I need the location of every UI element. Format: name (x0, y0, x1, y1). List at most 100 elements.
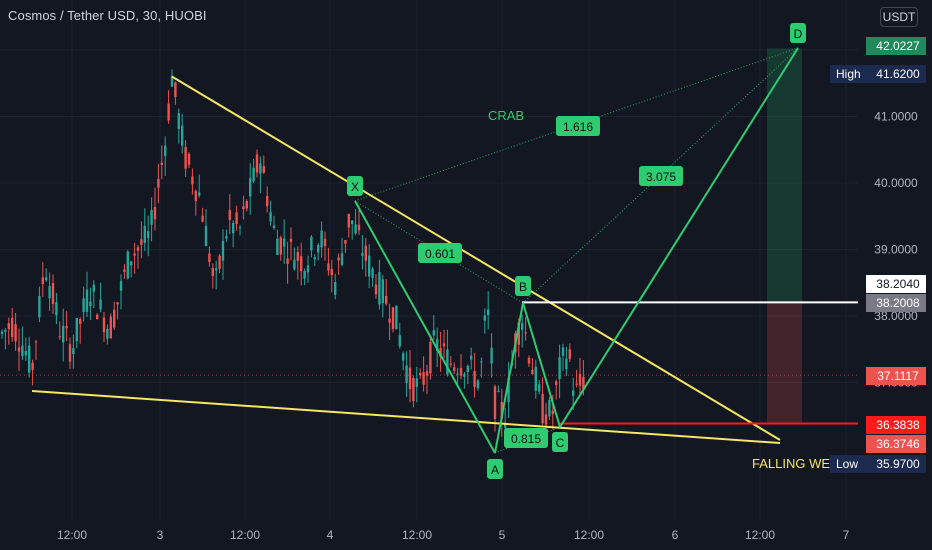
price-labels: 42.0227 High 41.6200 38.2040 38.2008 37.1117 3… (830, 37, 926, 473)
price-label-caption: High (836, 67, 861, 81)
candle-body (153, 207, 157, 220)
candle-body (371, 268, 374, 279)
candle (17, 328, 21, 371)
candle-body (582, 376, 585, 390)
candle (368, 244, 371, 289)
candle (347, 213, 350, 238)
candle (344, 240, 347, 253)
candle-body (269, 212, 272, 222)
candle (126, 249, 129, 280)
candle (116, 302, 119, 320)
price-label-caption: Low (836, 457, 858, 471)
candle-body (361, 253, 364, 256)
candle (555, 379, 558, 400)
candle-body (225, 235, 228, 239)
candle (109, 313, 112, 339)
candle (534, 359, 537, 399)
candle-body (425, 371, 429, 376)
candle (432, 315, 435, 340)
candle-body (201, 215, 204, 222)
candle (487, 291, 490, 330)
candle (215, 260, 218, 290)
time-tick-label: 12:00 (57, 528, 87, 542)
candle (357, 206, 361, 235)
candles (0, 69, 585, 438)
candle-body (252, 167, 255, 182)
time-tick-label: 6 (672, 528, 679, 542)
candle-body (170, 75, 174, 87)
time-tick-label: 3 (157, 528, 164, 542)
time-ticks: 12:00 3 12:00 4 12:00 5 12:00 6 12:00 7 (57, 528, 850, 542)
pattern-point-a: A (487, 459, 503, 479)
candle-body (385, 295, 388, 304)
candle (262, 155, 265, 174)
candle (160, 145, 163, 180)
candle (293, 247, 296, 271)
candle-body (449, 363, 452, 365)
candle (164, 136, 167, 176)
candle (306, 255, 310, 283)
candle-body (286, 258, 289, 264)
candle (303, 268, 306, 286)
candle-body (45, 277, 48, 281)
pattern-point-label: A (491, 463, 499, 477)
candle (204, 208, 208, 247)
candle (201, 207, 204, 223)
candle-body (119, 281, 123, 291)
candle (48, 272, 51, 312)
candle-body (320, 230, 323, 248)
currency-selector[interactable]: USDT (880, 7, 918, 27)
candle-body (228, 209, 231, 220)
price-label-value: 36.3746 (876, 437, 920, 451)
candle (75, 317, 78, 349)
candle-body (408, 367, 412, 390)
price-label-box (866, 416, 926, 434)
candle-body (34, 341, 38, 343)
candle-body (551, 410, 554, 414)
pattern-ratio-label: 3.075 (646, 170, 676, 184)
candle-body (113, 309, 116, 328)
candle-body (259, 163, 262, 174)
candle-body (480, 361, 483, 363)
price-label-value: 35.9700 (876, 457, 920, 471)
price-label-value: 42.0227 (876, 39, 920, 53)
price-tick-label: 39.0000 (874, 243, 918, 257)
price-label-value: 36.3838 (876, 418, 920, 432)
candle (419, 368, 422, 379)
candle-body (340, 253, 344, 265)
candle-body (368, 255, 371, 277)
candle-body (208, 253, 211, 262)
candle (317, 243, 320, 261)
candle-body (238, 227, 242, 229)
candle (391, 306, 395, 333)
candle-body (463, 373, 466, 377)
price-label-box (866, 37, 926, 55)
candle (425, 364, 429, 395)
candle (208, 246, 211, 267)
pattern-leg (522, 302, 561, 428)
pattern-point-box (515, 276, 531, 296)
candle-body (245, 201, 248, 209)
candle-body (310, 236, 313, 251)
candle (62, 308, 65, 362)
candle (313, 254, 316, 266)
candle (269, 200, 272, 226)
candle (221, 229, 225, 280)
candle (194, 189, 197, 216)
candle (24, 337, 27, 361)
candle-body (194, 190, 197, 201)
price-label-value: 38.2008 (876, 296, 920, 310)
candle-body (38, 295, 41, 318)
candle-body (242, 206, 245, 210)
candle-body (133, 253, 136, 256)
candle-body (164, 145, 167, 157)
pattern-point-box (487, 459, 503, 479)
crab-pattern: X A B C D 1.616 0.601 3.075 0.815 CRAB (347, 23, 806, 479)
candle-body (500, 401, 503, 419)
candle-body (184, 147, 187, 169)
candle (429, 335, 432, 380)
candle-body (55, 302, 58, 316)
pattern-point-b: B (515, 276, 531, 296)
candle (150, 197, 153, 242)
